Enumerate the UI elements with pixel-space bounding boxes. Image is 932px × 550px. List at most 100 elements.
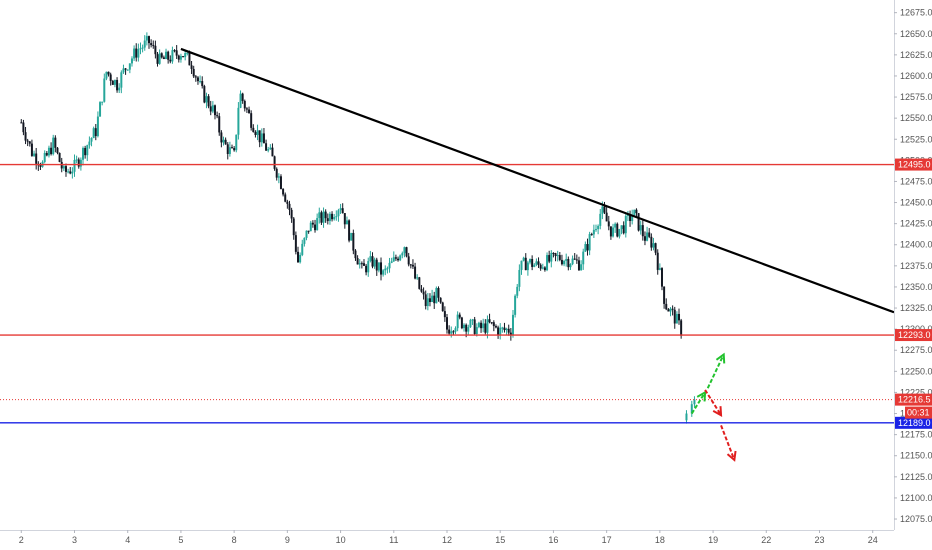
candle-bear [156, 54, 159, 64]
candle-bull [239, 93, 242, 108]
candle-bear [288, 203, 291, 210]
candle-bull [309, 222, 312, 232]
candle-bull [469, 320, 472, 328]
candle-bear [452, 331, 455, 333]
candle-bear [524, 257, 527, 271]
candle-bull [392, 257, 395, 262]
candle-bull [499, 327, 502, 336]
candle-bull [305, 230, 308, 238]
candle-bear [111, 80, 114, 85]
candle-bull [658, 268, 661, 270]
candle-bear [54, 137, 57, 148]
x-tick-label: 8 [232, 535, 237, 545]
candle-bear [94, 128, 97, 137]
candle-bull [599, 213, 602, 226]
candle-bull [416, 277, 419, 279]
candle-bull [139, 48, 142, 50]
y-tick-label: 12175.0 [900, 430, 932, 440]
y-tick-label: 12525.0 [900, 134, 932, 144]
candle-bear [360, 263, 363, 265]
candle-bull [595, 229, 597, 231]
candle-bear [188, 52, 191, 66]
candle-bear [473, 319, 476, 335]
x-tick-label: 5 [178, 535, 183, 545]
candle-bull [426, 298, 429, 307]
candle-bull [228, 147, 231, 154]
candle-bear [650, 236, 653, 248]
candle-bear [243, 100, 246, 109]
candle-bear [254, 132, 257, 135]
candle-bear [480, 322, 483, 329]
candle-bear [352, 232, 355, 251]
candle-bull [335, 216, 338, 218]
candle-bear [116, 79, 119, 91]
candle-bear [294, 235, 297, 252]
candle-bull [92, 128, 95, 139]
price-tag [895, 393, 932, 406]
candle-bear [428, 298, 431, 303]
bull-arrow [690, 391, 706, 415]
candle-bull [75, 159, 78, 161]
candle-bull [631, 215, 634, 221]
candle-bear [494, 326, 497, 328]
candle-bear [439, 297, 442, 303]
price-tag-label: 12293.0 [898, 330, 931, 340]
candle-bull [211, 105, 214, 112]
candle-bear [152, 45, 155, 47]
candle-bear [169, 59, 172, 62]
candle-bear [250, 113, 253, 128]
candle-bull [358, 263, 361, 265]
candle-bear [231, 147, 234, 149]
candle-bull [301, 243, 304, 255]
y-tick-label: 12125.0 [900, 472, 932, 482]
candle-bear [203, 86, 206, 103]
candle-bull [103, 78, 106, 102]
drawings[interactable] [0, 47, 895, 462]
candle-bear [26, 140, 29, 142]
candle-bull [186, 52, 189, 54]
candle-bear [648, 232, 651, 237]
candle-bear [24, 132, 27, 141]
candle-bull [501, 327, 504, 329]
candle-bear [667, 309, 670, 312]
candle-bear [573, 258, 576, 260]
y-tick-label: 12075.0 [900, 514, 932, 524]
candle-bull [646, 232, 649, 241]
price-tag [895, 158, 932, 171]
candle-bull [130, 58, 133, 64]
candle-bear [258, 130, 261, 143]
candle-bear [216, 115, 219, 117]
candle-bull [333, 217, 336, 220]
candle-bull [463, 324, 466, 329]
candle-bull [382, 270, 385, 275]
candle-bear [616, 223, 619, 237]
candle-bear [414, 266, 417, 279]
candle-bull [633, 209, 636, 216]
y-tick-label: 12100.0 [900, 493, 932, 503]
candle-bear [497, 327, 500, 336]
candle-bear [586, 244, 589, 251]
candle-bull [141, 47, 144, 49]
candle-bull [171, 50, 174, 62]
candle-bull [82, 147, 85, 160]
candle-bear [607, 221, 610, 227]
y-tick-label: 12600.0 [900, 71, 932, 81]
candle-bull [482, 323, 485, 329]
candle-bull [256, 130, 259, 135]
y-tick-label: 12475.0 [900, 176, 932, 186]
candle-bear [150, 43, 153, 46]
y-tick-label: 12350.0 [900, 282, 932, 292]
candle-bear [558, 255, 561, 260]
x-tick-label: 16 [548, 535, 558, 545]
candle-bull [52, 137, 55, 155]
candle-bull [511, 314, 514, 336]
candle-bear [275, 168, 278, 178]
candle-bull [401, 253, 404, 256]
candle-bear [665, 303, 668, 310]
candle-bull [73, 159, 76, 172]
candle-bull [96, 116, 99, 137]
candle-bear [539, 264, 542, 269]
